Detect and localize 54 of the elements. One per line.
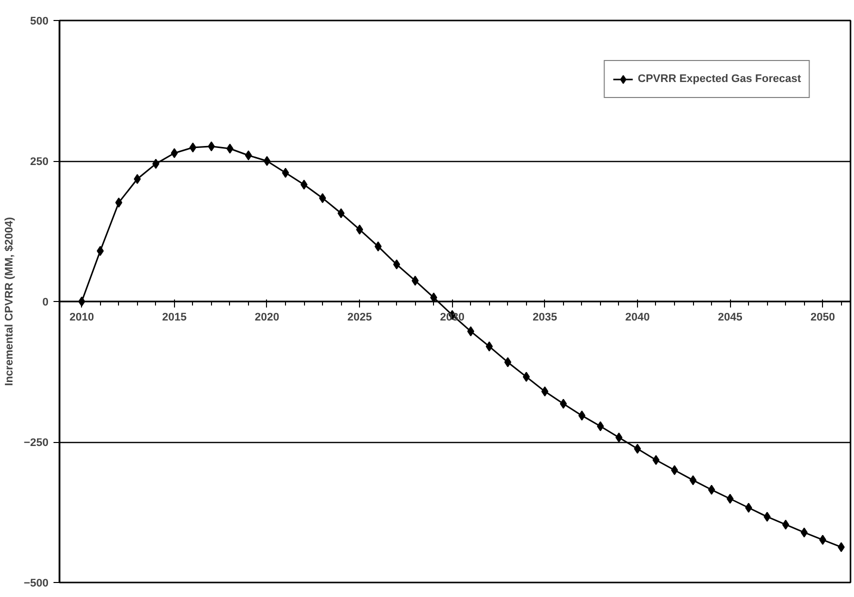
point: [634, 444, 641, 454]
point: [356, 224, 364, 235]
y-tick-label: −500: [24, 578, 49, 590]
point: [189, 142, 196, 153]
point: [560, 398, 567, 409]
y-tick-label: 500: [30, 16, 49, 28]
point: [486, 341, 493, 352]
y-tick-label: 250: [30, 156, 49, 168]
point: [338, 208, 345, 218]
y-tick-label: 0: [42, 296, 49, 308]
point: [782, 520, 790, 530]
y-tick-label: −250: [24, 437, 49, 449]
point: [596, 421, 604, 432]
x-tick-label: 2025: [347, 312, 372, 324]
point: [726, 494, 734, 504]
point: [690, 475, 697, 486]
point: [412, 276, 419, 286]
x-tick-label: 2050: [810, 312, 835, 324]
point: [541, 386, 548, 396]
x-tick-label: 2020: [254, 312, 280, 324]
x-tick-label: 2045: [718, 312, 742, 324]
point: [226, 144, 234, 154]
point: [467, 326, 474, 336]
point: [745, 502, 752, 513]
point: [504, 357, 512, 368]
x-tick-label: 2040: [625, 312, 650, 324]
point: [319, 193, 326, 204]
point: [819, 534, 826, 545]
point: [170, 148, 178, 158]
point: [115, 198, 122, 208]
point: [134, 174, 141, 184]
point: [652, 454, 660, 465]
point: [430, 292, 438, 303]
legend-label: CPVRR Expected Gas Forecast: [638, 73, 801, 85]
point: [96, 246, 104, 256]
point: [615, 432, 622, 443]
point: [838, 542, 845, 552]
x-tick-label: 2015: [162, 312, 187, 324]
point: [374, 241, 382, 252]
point: [764, 512, 771, 522]
point: [244, 150, 252, 160]
point: [263, 156, 270, 166]
point: [578, 410, 586, 421]
point: [800, 527, 808, 538]
point: [393, 259, 400, 270]
point: [671, 465, 678, 476]
point: [152, 158, 160, 169]
point: [522, 372, 530, 382]
point: [300, 180, 308, 190]
point: [208, 141, 215, 152]
point: [708, 484, 716, 495]
x-tick-label: 2010: [69, 312, 94, 324]
y-axis-title: Incremental CPVRR (MM, $2004): [4, 216, 16, 386]
x-tick-label: 2035: [532, 312, 558, 324]
